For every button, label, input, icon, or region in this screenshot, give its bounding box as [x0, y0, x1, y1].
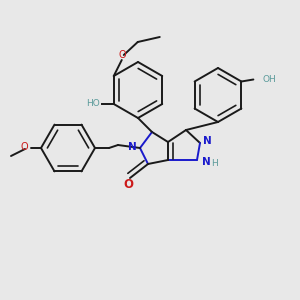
Text: O: O	[20, 142, 28, 152]
Text: N: N	[128, 142, 136, 152]
Text: N: N	[202, 157, 210, 167]
Text: HO: HO	[86, 98, 100, 107]
Text: N: N	[202, 136, 211, 146]
Text: O: O	[119, 50, 127, 60]
Text: OH: OH	[262, 75, 276, 84]
Text: O: O	[123, 178, 133, 191]
Text: H: H	[212, 160, 218, 169]
